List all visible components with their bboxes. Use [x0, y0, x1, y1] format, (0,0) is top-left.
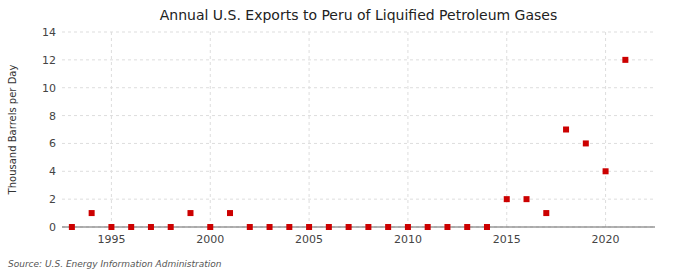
- point: 1993: 0: [69, 224, 75, 230]
- x-tick-label: 2020: [592, 233, 620, 246]
- y-tick-label: 10: [42, 82, 56, 95]
- y-grid-line: [62, 87, 655, 88]
- y-tick-label: 0: [49, 221, 56, 234]
- point: 2004: 0: [286, 224, 292, 230]
- point: 1996: 0: [128, 224, 134, 230]
- point: 2007: 0: [346, 224, 352, 230]
- x-tick-label: 2000: [196, 233, 224, 246]
- point: 2018: 7: [563, 127, 569, 133]
- y-grid-line: [62, 143, 655, 144]
- y-grid-line: [62, 115, 655, 116]
- x-tick-label: 2015: [493, 233, 521, 246]
- x-grid-line: [605, 32, 606, 227]
- points: 1993: 0 1994: 1 1995: 0 1996: 0 1997: 0 1998:…: [69, 57, 628, 230]
- point: 2010: 0: [405, 224, 411, 230]
- y-grid-line: [62, 171, 655, 172]
- x-tick-label: 2005: [295, 233, 323, 246]
- x-grid-line: [407, 32, 408, 227]
- x-tick-label: 2010: [394, 233, 422, 246]
- y-tick-label: 12: [42, 54, 56, 67]
- point: 1999: 1: [187, 210, 193, 216]
- y-tick-label: 4: [49, 165, 56, 178]
- y-grid-line: [62, 59, 655, 60]
- y-axis-label: Thousand Barrels per Day: [7, 65, 18, 196]
- point: 1998: 0: [168, 224, 174, 230]
- point: 2015: 2: [504, 196, 510, 202]
- point: 1994: 1: [89, 210, 95, 216]
- point: 1997: 0: [148, 224, 154, 230]
- grid: [62, 32, 655, 227]
- title: Annual U.S. Exports to Peru of Liquified…: [160, 7, 558, 23]
- point: 2008: 0: [365, 224, 371, 230]
- point: 2013: 0: [464, 224, 470, 230]
- point: 2002: 0: [247, 224, 253, 230]
- point: 2021: 12: [622, 57, 628, 63]
- point: 1995: 0: [108, 224, 114, 230]
- x-grid-line: [309, 32, 310, 227]
- y-tick-label: 6: [49, 137, 56, 150]
- point: 2003: 0: [267, 224, 273, 230]
- point: 2009: 0: [385, 224, 391, 230]
- x-grid-line: [210, 32, 211, 227]
- point: 2005: 0: [306, 224, 312, 230]
- y-grid-line: [62, 32, 655, 33]
- point: 2014: 0: [484, 224, 490, 230]
- y-tick-label: 8: [49, 110, 56, 123]
- point: 2000: 0: [207, 224, 213, 230]
- point: 2001: 1: [227, 210, 233, 216]
- point: 2011: 0: [425, 224, 431, 230]
- point: 2020: 4: [603, 168, 609, 174]
- x-tick-label: 1995: [97, 233, 125, 246]
- y-tick-label: 2: [49, 193, 56, 206]
- point: 2017: 1: [543, 210, 549, 216]
- point: 2006: 0: [326, 224, 332, 230]
- point: 2012: 0: [444, 224, 450, 230]
- source-note: Source: U.S. Energy Information Administ…: [8, 259, 222, 269]
- y-grid-line: [62, 199, 655, 200]
- point: 2019: 6: [583, 140, 589, 146]
- y-tick-label: 14: [42, 26, 56, 39]
- chart: 0 2 4 6 8 10 12 14 1995 2000 2005 2010 2015 2020 1993:…: [0, 0, 675, 275]
- x-grid-line: [111, 32, 112, 227]
- point: 2016: 2: [524, 196, 530, 202]
